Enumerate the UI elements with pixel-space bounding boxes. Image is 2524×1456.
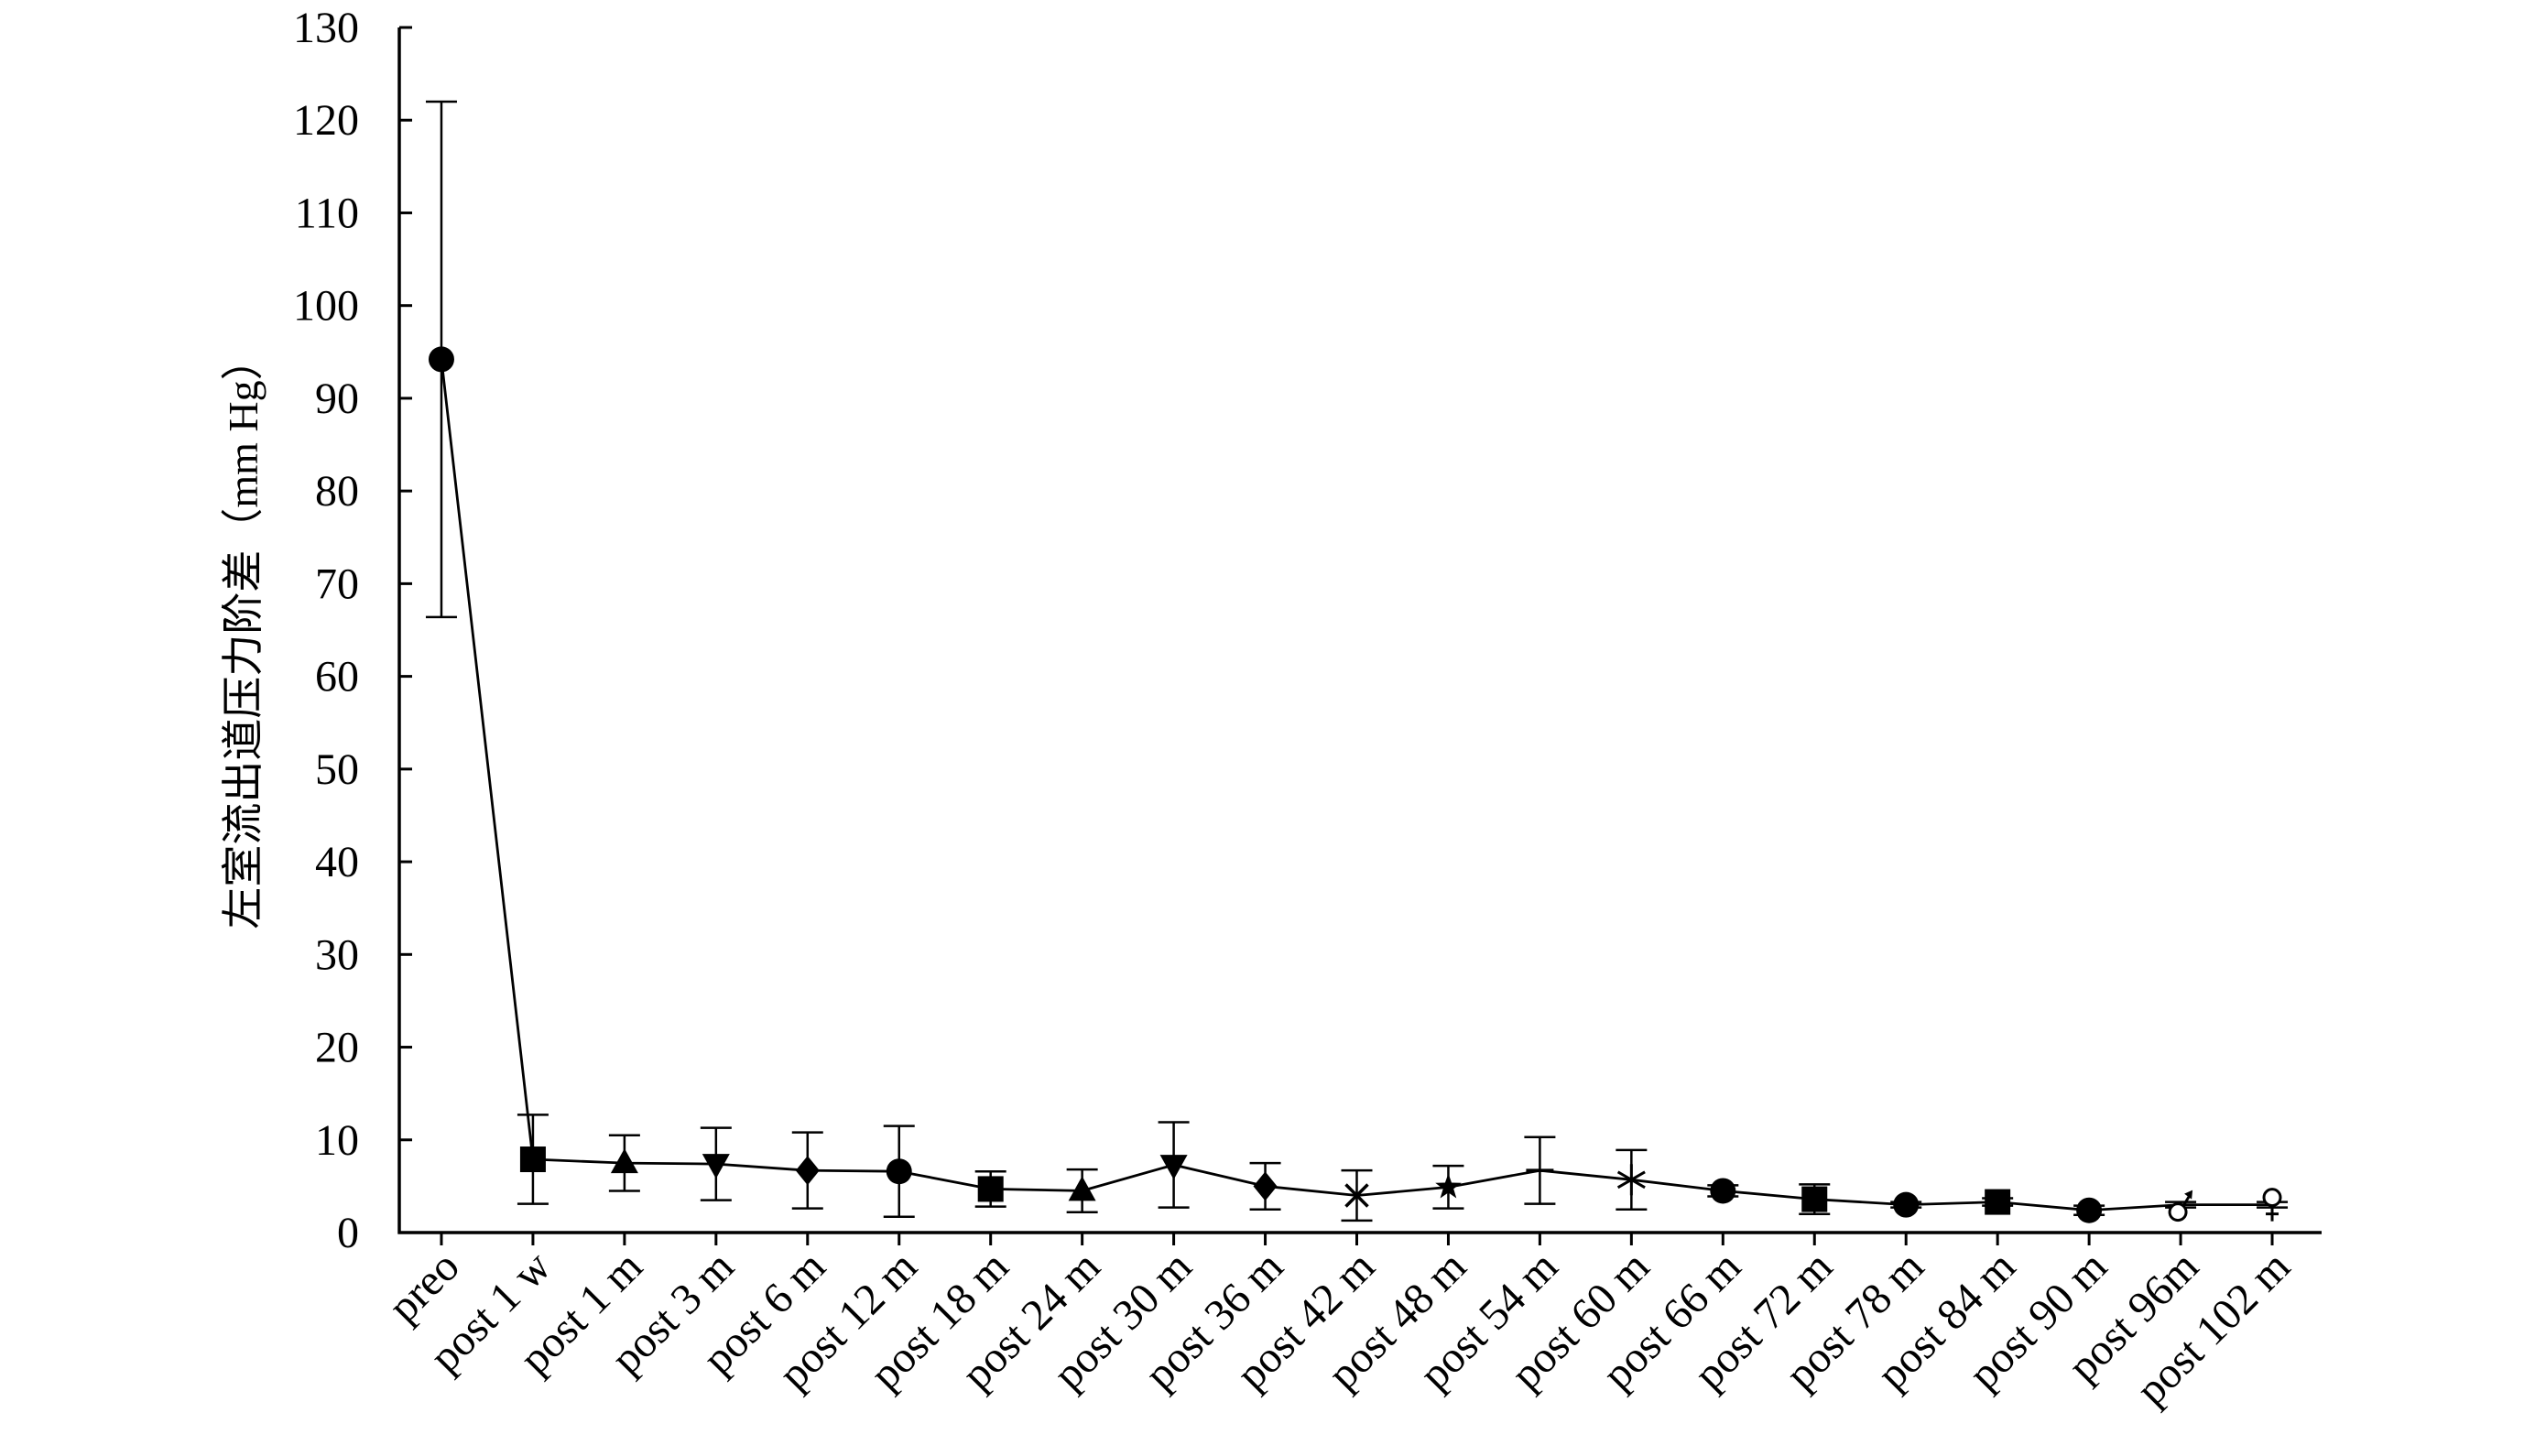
y-tick-label: 30 xyxy=(315,930,359,979)
data-point xyxy=(2076,1197,2103,1223)
marker-triangle-down xyxy=(1159,1155,1188,1180)
marker-circle xyxy=(886,1158,912,1185)
marker-female-ring xyxy=(2262,1188,2282,1208)
marker-x-stroke xyxy=(1344,1183,1369,1208)
marker-circle xyxy=(1893,1191,1920,1218)
data-point xyxy=(1710,1178,1736,1204)
y-tick-label: 120 xyxy=(293,96,359,145)
y-axis-label: 左室流出道压力阶差（mm Hg） xyxy=(220,338,267,929)
data-point xyxy=(1801,1186,1828,1212)
data-point xyxy=(795,1156,820,1186)
marker-square xyxy=(977,1176,1004,1202)
y-tick-label: 50 xyxy=(315,745,359,794)
marker-square xyxy=(1985,1189,2011,1215)
y-tick-label: 100 xyxy=(293,282,359,331)
marker-square xyxy=(1801,1186,1828,1212)
marker-diamond xyxy=(795,1156,820,1186)
series-line xyxy=(440,359,2272,1212)
data-point xyxy=(1435,1173,1462,1199)
data-point xyxy=(1344,1183,1369,1208)
y-tick-label: 10 xyxy=(315,1116,359,1165)
data-point xyxy=(610,1148,638,1174)
y-tick-label: 110 xyxy=(295,189,359,237)
marker-triangle-up xyxy=(610,1148,638,1174)
y-tick-label: 80 xyxy=(315,467,359,516)
y-tick-label: 40 xyxy=(315,838,359,886)
data-point xyxy=(886,1158,912,1185)
data-point xyxy=(1616,1164,1646,1196)
data-point xyxy=(2168,1190,2193,1222)
data-point xyxy=(1893,1191,1920,1218)
marker-circle xyxy=(1710,1178,1736,1204)
data-point xyxy=(1253,1171,1278,1201)
marker-circle xyxy=(428,346,454,373)
y-tick-label: 130 xyxy=(293,4,359,52)
marker-male-ring xyxy=(2168,1202,2188,1222)
data-point xyxy=(1068,1176,1096,1201)
data-point xyxy=(519,1146,546,1173)
data-point xyxy=(428,346,454,373)
y-tick-label: 20 xyxy=(315,1024,359,1072)
marker-triangle-down xyxy=(702,1154,730,1179)
y-tick-label: 90 xyxy=(315,375,359,423)
marker-male-arrowhead xyxy=(2184,1190,2193,1200)
marker-triangle-up xyxy=(1068,1176,1096,1201)
y-tick-label: 0 xyxy=(337,1209,359,1257)
marker-circle xyxy=(2076,1197,2103,1223)
marker-star xyxy=(1435,1173,1462,1199)
data-point xyxy=(1985,1189,2011,1215)
data-point xyxy=(2262,1188,2282,1222)
y-tick-label: 70 xyxy=(315,560,359,608)
y-tick-label: 60 xyxy=(315,653,359,701)
data-point xyxy=(977,1176,1004,1202)
marker-diamond xyxy=(1253,1171,1278,1201)
marker-square xyxy=(519,1146,546,1173)
marker-asterisk-stroke xyxy=(1616,1170,1646,1190)
data-point xyxy=(1159,1155,1188,1180)
data-point xyxy=(702,1154,730,1179)
